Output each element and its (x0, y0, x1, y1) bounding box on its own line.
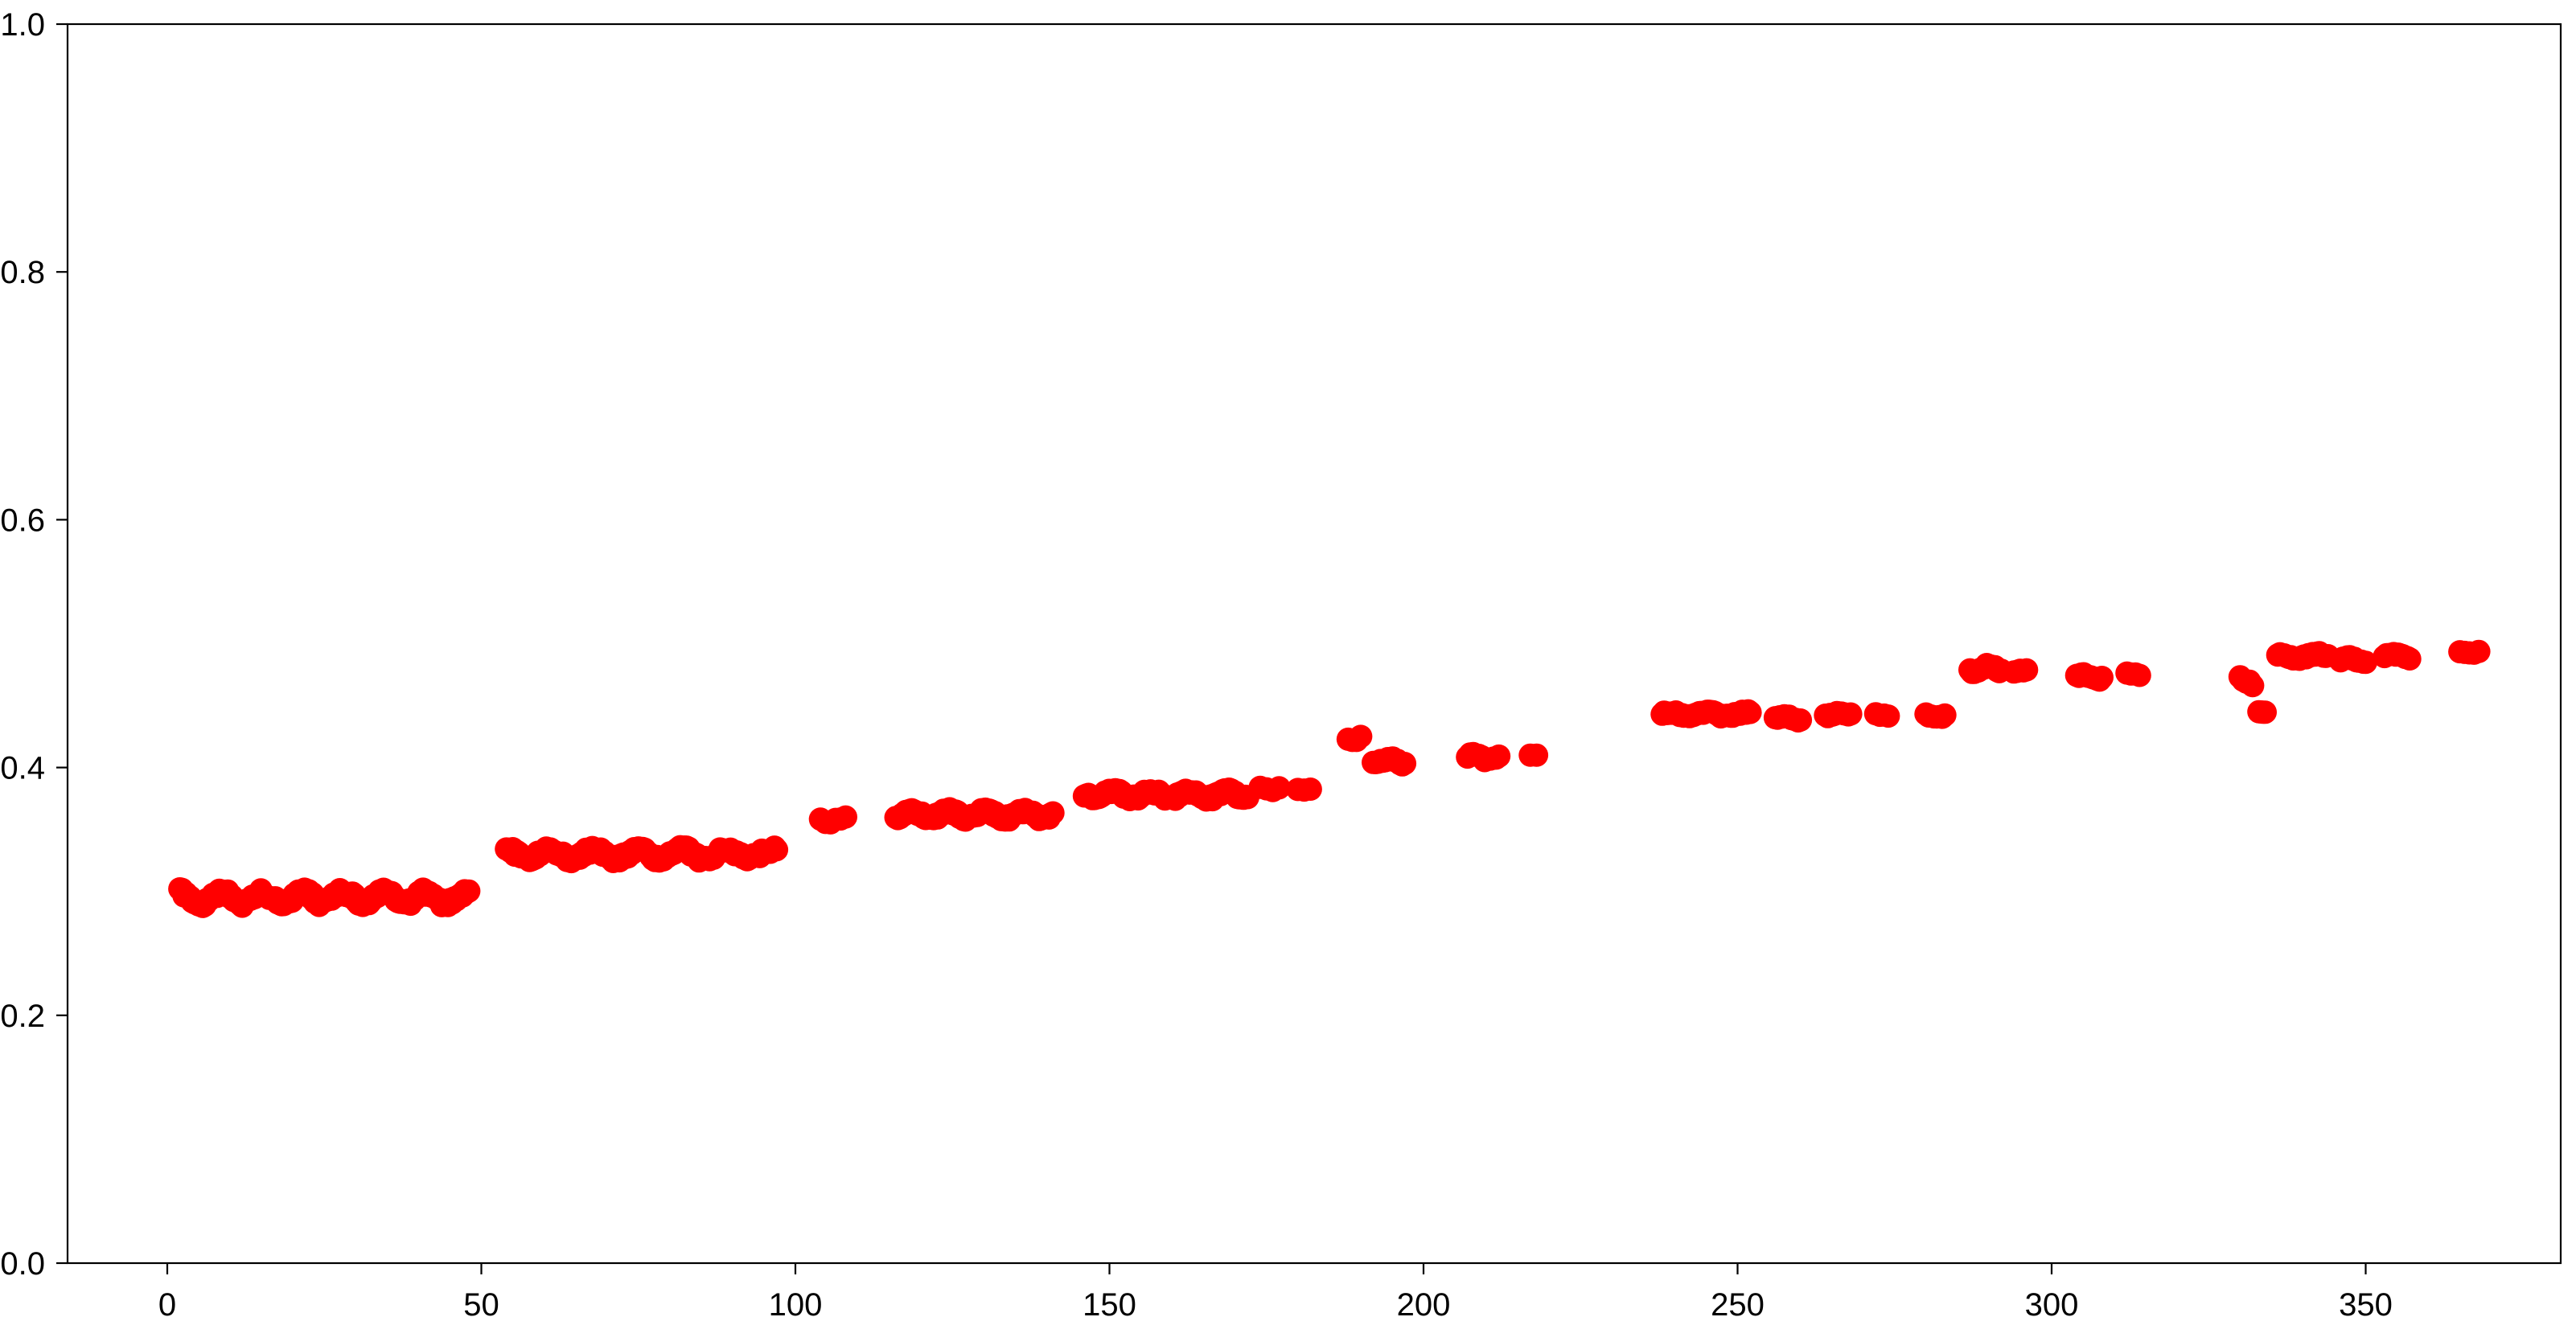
svg-text:150: 150 (1083, 1287, 1136, 1317)
svg-text:300: 300 (2025, 1287, 2079, 1317)
svg-text:0.6: 0.6 (0, 503, 45, 538)
svg-text:250: 250 (1711, 1287, 1765, 1317)
svg-text:0.4: 0.4 (0, 751, 45, 786)
svg-text:0.2: 0.2 (0, 999, 45, 1034)
svg-text:0: 0 (158, 1287, 176, 1317)
svg-text:100: 100 (769, 1287, 823, 1317)
svg-text:1.0: 1.0 (0, 7, 45, 43)
svg-text:0.8: 0.8 (0, 255, 45, 290)
svg-text:200: 200 (1397, 1287, 1451, 1317)
svg-text:350: 350 (2339, 1287, 2393, 1317)
svg-text:50: 50 (463, 1287, 499, 1317)
svg-text:0.0: 0.0 (0, 1246, 45, 1282)
